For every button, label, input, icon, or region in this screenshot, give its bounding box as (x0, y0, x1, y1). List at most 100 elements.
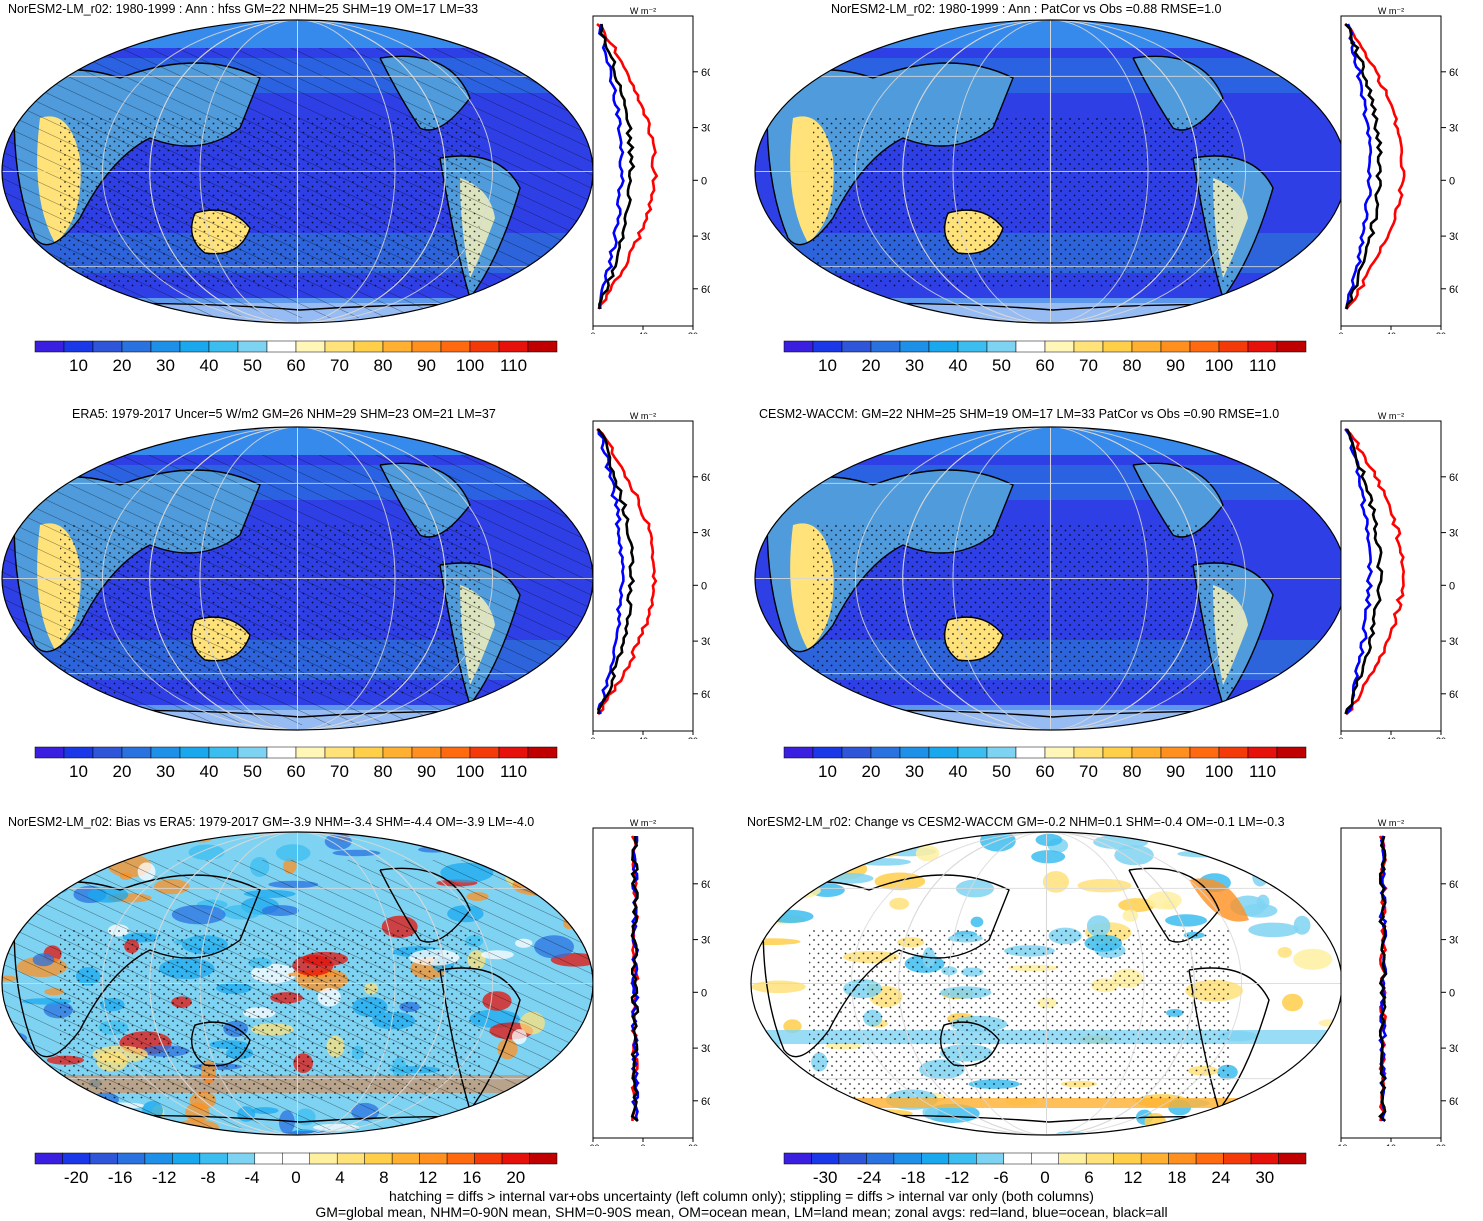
colorbar-swatch (1044, 340, 1075, 353)
colorbar-tick-label: 24 (1211, 1168, 1230, 1187)
colorbar-tick-label: 110 (500, 762, 527, 781)
colorbar-swatch (419, 1152, 448, 1165)
colorbar-swatch (1140, 1152, 1169, 1165)
colorbar-swatch (928, 340, 959, 353)
colorbar-swatch (1189, 746, 1220, 759)
colorbar-swatch (254, 1152, 283, 1165)
colorbar-swatch (237, 746, 268, 759)
colorbar-swatch (866, 1152, 895, 1165)
colorbar-swatch (986, 340, 1017, 353)
colorbar-swatch (1160, 340, 1191, 353)
map-plot (753, 425, 1348, 734)
colorbar-tick-label: -12 (152, 1168, 177, 1187)
zonal-unit-label: W m⁻² (1378, 818, 1404, 828)
colorbar-swatch (208, 746, 239, 759)
zonal-lat-tick-label: 60S (1449, 284, 1458, 296)
colorbar-swatch (841, 340, 872, 353)
colorbar-swatch (469, 746, 500, 759)
zonal-all-line (630, 836, 640, 1123)
colorbar-swatch (1015, 340, 1046, 353)
zonal-all-line (596, 428, 636, 715)
colorbar-swatch (870, 746, 901, 759)
colorbar-swatch (811, 1152, 840, 1165)
zonal-x-tick-label: 40 (1386, 331, 1396, 334)
zonal-ocean-line (597, 23, 625, 310)
panel-title: NorESM2-LM_r02: Bias vs ERA5: 1979-2017 … (8, 815, 535, 829)
zonal-lat-tick-label: 60S (1449, 689, 1458, 701)
colorbar-tick-label: 30 (905, 762, 924, 781)
map-plot (749, 830, 1344, 1139)
colorbar-swatch (1058, 1152, 1087, 1165)
zonal-land-line (596, 428, 658, 715)
colorbar-swatch (89, 1152, 118, 1165)
colorbar-tick-label: 60 (287, 762, 306, 781)
zonal-lat-tick-label: 60N (1449, 879, 1458, 891)
colorbar-swatch (783, 340, 814, 353)
zonal-lat-tick-label: 30S (701, 1043, 710, 1055)
zonal-unit-label: W m⁻² (1378, 6, 1404, 16)
colorbar-swatch (440, 340, 471, 353)
zonal-lat-tick-label: 0 (701, 580, 707, 592)
colorbar-swatch (121, 340, 152, 353)
zonal-mean-plot: W m⁻² 60N 30N 0 30S 60S 0 40 80 (560, 409, 721, 746)
zonal-lat-tick-label: 0 (701, 987, 707, 999)
zonal-lat-tick-label: 60N (701, 472, 710, 484)
zonal-x-tick-label: -10 (1334, 1143, 1347, 1146)
colorbar-tick-label: 30 (905, 356, 924, 375)
colorbar-swatch (353, 746, 384, 759)
colorbar-swatch (1160, 746, 1191, 759)
colorbar-swatch (899, 746, 930, 759)
panel-title: CESM2-WACCM: GM=22 NHM=25 SHM=19 OM=17 L… (759, 407, 1280, 421)
colorbar-tick-label: 12 (1123, 1168, 1142, 1187)
colorbar-tick-label: 100 (456, 356, 484, 375)
colorbar: 10 20 30 40 50 60 70 80 90 100 110 (34, 340, 562, 381)
zonal-mean-plot: W m⁻² 60N 30N 0 30S 60S -60 0 60 (560, 816, 721, 1153)
colorbar-swatch (227, 1152, 256, 1165)
zonal-x-tick-label: 30 (1436, 1143, 1446, 1146)
colorbar-swatch (474, 1152, 503, 1165)
colorbar-swatch (1218, 340, 1249, 353)
colorbar-swatch (34, 1152, 63, 1165)
colorbar-swatch (498, 746, 529, 759)
colorbar-swatch (34, 746, 65, 759)
panel-title: NorESM2-LM_r02: 1980-1999 : Ann : hfss G… (8, 2, 479, 16)
colorbar-tick-label: -24 (857, 1168, 882, 1187)
colorbar-swatch (529, 1152, 558, 1165)
colorbar-swatch (893, 1152, 922, 1165)
colorbar-swatch (783, 1152, 812, 1165)
zonal-lat-tick-label: 60S (701, 1096, 710, 1108)
zonal-x-tick-label: 0 (590, 331, 595, 334)
colorbar-tick-label: 50 (992, 356, 1011, 375)
colorbar-tick-label: 110 (1249, 762, 1276, 781)
map-plot (0, 830, 595, 1139)
colorbar-swatch (1102, 340, 1133, 353)
zonal-x-tick-label: 40 (1386, 736, 1396, 739)
colorbar-swatch (382, 746, 413, 759)
colorbar-tick-label: 80 (374, 356, 393, 375)
colorbar-swatch (172, 1152, 201, 1165)
panel-title: NorESM2-LM_r02: Change vs CESM2-WACCM GM… (747, 815, 1285, 829)
zonal-lat-tick-label: 30N (1449, 528, 1458, 540)
colorbar-tick-label: 50 (243, 356, 262, 375)
colorbar-tick-label: 70 (1079, 356, 1098, 375)
colorbar-swatch (899, 340, 930, 353)
colorbar-swatch (266, 340, 297, 353)
colorbar-swatch (63, 746, 94, 759)
colorbar-tick-label: 100 (1205, 762, 1233, 781)
colorbar-swatch (1073, 340, 1104, 353)
colorbar-swatch (92, 340, 123, 353)
colorbar-swatch (117, 1152, 146, 1165)
colorbar-tick-label: 80 (1123, 356, 1142, 375)
colorbar-swatch (986, 746, 1017, 759)
colorbar-swatch (62, 1152, 91, 1165)
colorbar-swatch (1015, 746, 1046, 759)
colorbar-tick-label: 12 (418, 1168, 437, 1187)
colorbar-tick-label: 50 (243, 762, 262, 781)
colorbar-tick-label: 0 (291, 1168, 300, 1187)
colorbar: 10 20 30 40 50 60 70 80 90 100 110 (783, 340, 1311, 381)
colorbar-swatch (1131, 340, 1162, 353)
colorbar-tick-label: 40 (949, 762, 968, 781)
colorbar-swatch (382, 340, 413, 353)
zonal-land-line (1344, 428, 1406, 716)
footer-line-2: GM=global mean, NHM=0-90N mean, SHM=0-90… (315, 1204, 1168, 1220)
